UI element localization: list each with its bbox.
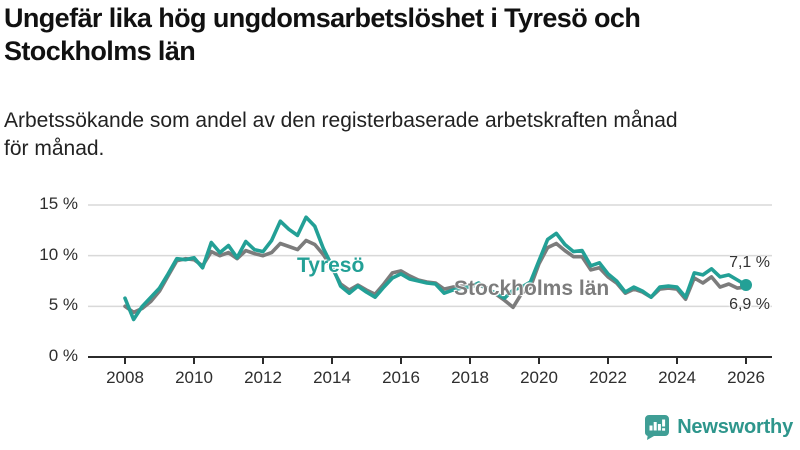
end-value-label-stockholms-lan: 6,9 % (729, 296, 770, 313)
x-axis-tick-label: 2022 (589, 368, 627, 387)
y-axis-tick-label: 0 % (48, 346, 78, 365)
title-line-2: Stockholms län (4, 35, 196, 66)
subtitle-line-2: för månad. (4, 136, 105, 160)
series-line-tyreso (123, 215, 748, 322)
x-axis-tick-label: 2018 (451, 368, 489, 387)
x-axis-tick-label: 2010 (175, 368, 213, 387)
series-label-stockholms-lan: Stockholms län (454, 277, 610, 300)
series-end-dot-tyreso (740, 279, 752, 292)
bar-chart-speech-bubble-icon (645, 415, 670, 440)
subtitle-line-1: Arbetssökande som andel av den registerb… (4, 109, 678, 132)
x-axis-tick-label: 2008 (106, 368, 144, 387)
newsworthy-logo[interactable]: Newsworthy (643, 414, 793, 441)
x-axis-tick-label: 2026 (727, 368, 765, 387)
x-axis-tick-label: 2024 (658, 368, 696, 387)
y-axis-tick-label: 10 % (39, 244, 78, 264)
series-label-tyreso: Tyresö (297, 254, 365, 277)
y-axis-tick-label: 5 % (48, 295, 78, 315)
x-axis-tick-label: 2020 (520, 368, 558, 387)
title-line-1: Ungefär lika hög ungdomsarbetslöshet i T… (4, 3, 641, 33)
y-axis-tick-label: 15 % (39, 194, 78, 213)
x-axis-tick-label: 2016 (382, 368, 420, 387)
line-chart: 0 % 5 % 10 % 15 % 2008 2010 2012 2014 2016 2018 20… (0, 188, 800, 403)
end-value-label-tyreso: 7,1 % (729, 254, 770, 271)
line-chart-canvas (88, 204, 772, 364)
x-axis-tick-label: 2014 (313, 368, 351, 387)
x-axis-tick-label: 2012 (244, 368, 282, 387)
brand-name: Newsworthy (677, 416, 793, 438)
chart-subtitle: Arbetssökande som andel av den registerb… (4, 107, 794, 163)
page-title: Ungefär lika hög ungdomsarbetslöshet i T… (4, 2, 784, 68)
